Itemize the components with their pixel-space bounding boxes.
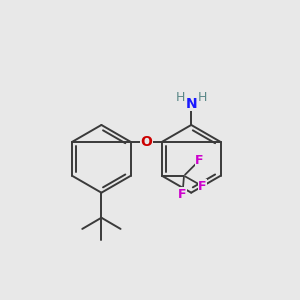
Text: H: H [175,91,185,104]
Text: H: H [198,91,207,104]
Text: F: F [178,188,187,200]
Text: O: O [140,135,152,149]
Text: N: N [185,97,197,111]
Text: F: F [198,180,206,193]
Text: F: F [195,154,203,167]
